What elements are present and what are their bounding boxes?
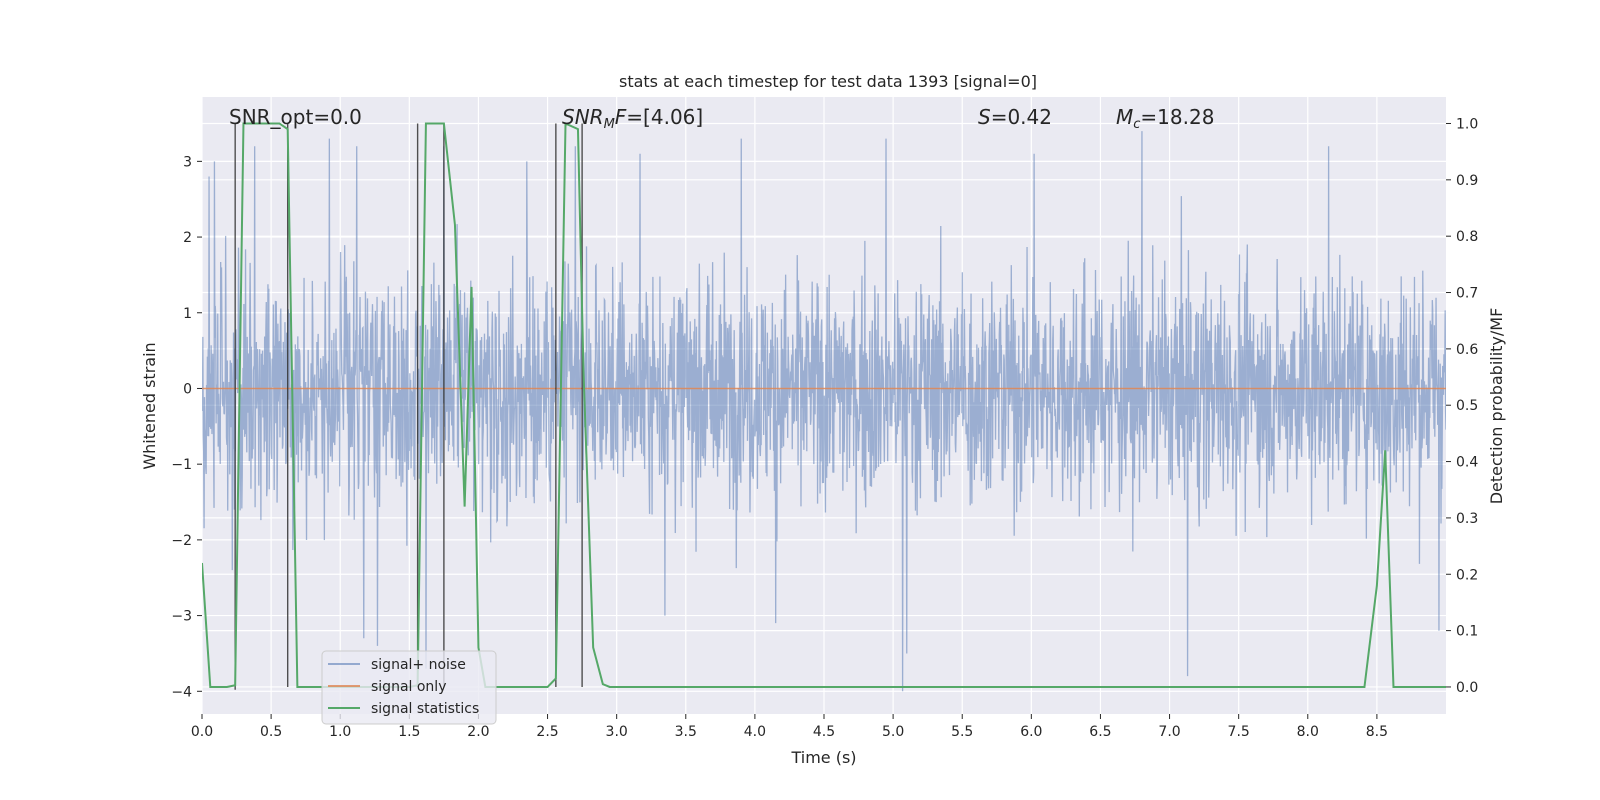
s-value: =0.42 xyxy=(991,105,1052,129)
y-right-tick-label: 0.3 xyxy=(1456,511,1478,527)
x-tick-label: 4.5 xyxy=(813,724,835,740)
y-axis-label: Whitened strain xyxy=(140,342,159,469)
y-right-tick-label: 0.0 xyxy=(1456,680,1478,696)
series-signal-noise xyxy=(202,131,1446,692)
x-tick-label: 0.0 xyxy=(191,724,213,740)
y-right-tick-label: 0.4 xyxy=(1456,455,1478,471)
x-tick-label: 4.0 xyxy=(744,724,766,740)
plot-content xyxy=(202,121,1446,692)
snr-mf-main: SNR xyxy=(562,105,604,129)
y-right-tick-label: 0.2 xyxy=(1456,567,1478,583)
y-right-tick-label: 0.1 xyxy=(1456,624,1478,640)
y-right-tick-label: 0.8 xyxy=(1456,229,1478,245)
y-tick-label: −3 xyxy=(171,609,192,625)
x-tick-label: 1.0 xyxy=(329,724,351,740)
y-tick-label: 3 xyxy=(183,154,192,170)
x-axis-label: Time (s) xyxy=(790,748,856,767)
x-tick-label: 8.0 xyxy=(1297,724,1319,740)
x-tick-label: 6.5 xyxy=(1089,724,1111,740)
x-tick-label: 3.5 xyxy=(675,724,697,740)
y-right-tick-label: 1.0 xyxy=(1456,116,1478,132)
y-tick-label: −2 xyxy=(171,533,192,549)
x-tick-label: 5.0 xyxy=(882,724,904,740)
snr-opt-annotation: SNR_opt=0.0 xyxy=(229,105,362,129)
y-right-tick-label: 0.6 xyxy=(1456,342,1478,358)
y-axis-ticks: −4 −3 −2 −1 0 1 2 3 xyxy=(171,154,202,700)
mc-annotation: Mc=18.28 xyxy=(1116,105,1214,132)
legend: signal+ noise signal only signal statist… xyxy=(321,650,497,725)
y-right-tick-label: 0.9 xyxy=(1456,173,1478,189)
x-tick-label: 7.5 xyxy=(1228,724,1250,740)
y-tick-label: −1 xyxy=(171,457,192,473)
legend-label-signal-only: signal only xyxy=(371,679,446,695)
x-tick-label: 2.0 xyxy=(467,724,489,740)
y-right-tick-label: 0.7 xyxy=(1456,286,1478,302)
s-symbol: S xyxy=(978,105,991,129)
x-tick-label: 1.5 xyxy=(398,724,420,740)
mc-subscript: c xyxy=(1133,117,1140,132)
y-right-axis-label: Detection probability/MF xyxy=(1487,308,1506,505)
legend-label-signal-noise: signal+ noise xyxy=(371,657,466,673)
legend-frame xyxy=(321,650,497,725)
x-tick-label: 8.5 xyxy=(1366,724,1388,740)
s-annotation: S=0.42 xyxy=(978,105,1052,129)
mc-symbol: M xyxy=(1116,105,1133,129)
x-axis-ticks: 0.0 0.5 1.0 1.5 2.0 2.5 3.0 3.5 4.0 4.5 5.0 5.5 6.0 6… xyxy=(191,714,1388,740)
legend-label-signal-statistics: signal statistics xyxy=(371,701,479,717)
snr-mf-sub: M xyxy=(604,117,615,132)
x-tick-label: 3.0 xyxy=(606,724,628,740)
chart-title: stats at each timestep for test data 139… xyxy=(619,72,1037,91)
annotations: SNR_opt=0.0 SNRMF=[4.06] S=0.42 Mc=18.28 xyxy=(229,105,1214,132)
y-right-axis-ticks: 0.0 0.1 0.2 0.3 0.4 0.5 0.6 0.7 0.8 0.9 1.0 xyxy=(1446,116,1478,696)
snr-mf-value: =[4.06] xyxy=(626,105,703,129)
y-right-tick-label: 0.5 xyxy=(1456,398,1478,414)
mc-value: =18.28 xyxy=(1140,105,1214,129)
snr-mf-annotation: SNRMF=[4.06] xyxy=(562,105,703,132)
plot-series-group xyxy=(202,121,1446,692)
x-tick-label: 2.5 xyxy=(536,724,558,740)
snr-mf-tail-italic: F xyxy=(615,105,627,129)
x-tick-label: 5.5 xyxy=(951,724,973,740)
y-tick-label: 0 xyxy=(183,381,192,397)
x-tick-label: 6.0 xyxy=(1020,724,1042,740)
y-tick-label: 1 xyxy=(183,306,192,322)
x-tick-label: 0.5 xyxy=(260,724,282,740)
x-tick-label: 7.0 xyxy=(1158,724,1180,740)
y-tick-label: −4 xyxy=(171,684,192,700)
y-tick-label: 2 xyxy=(183,230,192,246)
